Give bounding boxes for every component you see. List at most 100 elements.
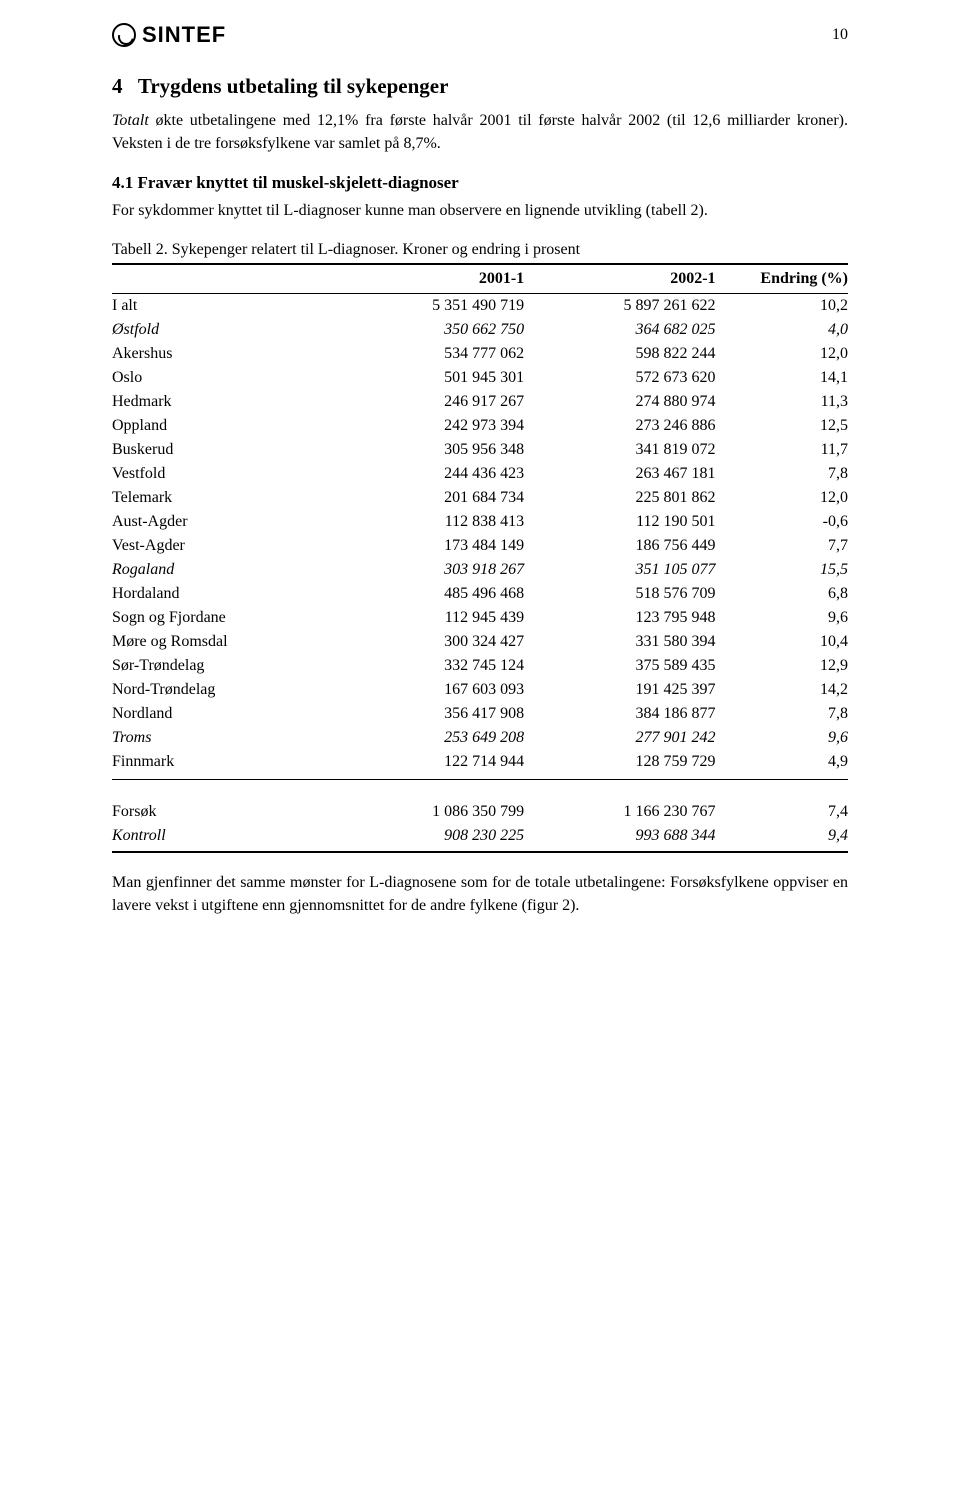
table-header: Endring (%) — [716, 264, 848, 294]
table-cell: 9,4 — [716, 824, 848, 852]
table-cell: 128 759 729 — [524, 750, 715, 780]
subsection-number: 4.1 — [112, 173, 133, 192]
table-cell: 14,2 — [716, 678, 848, 702]
table-cell: -0,6 — [716, 510, 848, 534]
table-cell: 12,5 — [716, 414, 848, 438]
table-cell: 277 901 242 — [524, 726, 715, 750]
table-cell: 4,0 — [716, 318, 848, 342]
table-row: I alt5 351 490 7195 897 261 62210,2 — [112, 293, 848, 318]
table-row: Forsøk1 086 350 7991 166 230 7677,4 — [112, 800, 848, 824]
table-cell: 14,1 — [716, 366, 848, 390]
logo: SINTEF — [112, 22, 226, 48]
table-cell: 242 973 394 — [333, 414, 524, 438]
table-cell: 112 838 413 — [333, 510, 524, 534]
table-row: Telemark201 684 734225 801 86212,0 — [112, 486, 848, 510]
page-header: SINTEF 10 — [112, 22, 848, 48]
table-row: Rogaland303 918 267351 105 07715,5 — [112, 558, 848, 582]
table-cell: 225 801 862 — [524, 486, 715, 510]
table-row: Oslo501 945 301572 673 62014,1 — [112, 366, 848, 390]
table-cell: 908 230 225 — [333, 824, 524, 852]
table-row: Nord-Trøndelag167 603 093191 425 39714,2 — [112, 678, 848, 702]
table-row: Aust-Agder112 838 413112 190 501-0,6 — [112, 510, 848, 534]
table-row: Hedmark246 917 267274 880 97411,3 — [112, 390, 848, 414]
table-header: 2001-1 — [333, 264, 524, 294]
table-cell: 350 662 750 — [333, 318, 524, 342]
table-cell: Nordland — [112, 702, 333, 726]
table-cell: Sogn og Fjordane — [112, 606, 333, 630]
table-cell: 331 580 394 — [524, 630, 715, 654]
table-cell: 341 819 072 — [524, 438, 715, 462]
table-cell: 1 086 350 799 — [333, 800, 524, 824]
table-cell: 534 777 062 — [333, 342, 524, 366]
table-cell: Aust-Agder — [112, 510, 333, 534]
table-cell: 501 945 301 — [333, 366, 524, 390]
table-cell: 5 351 490 719 — [333, 293, 524, 318]
table-row: Kontroll908 230 225993 688 3449,4 — [112, 824, 848, 852]
table-cell: Rogaland — [112, 558, 333, 582]
table-cell: 9,6 — [716, 606, 848, 630]
logo-icon — [112, 23, 136, 47]
table-cell: Oslo — [112, 366, 333, 390]
subsection-paragraph: For sykdommer knyttet til L-diagnoser ku… — [112, 199, 848, 222]
table-cell: 384 186 877 — [524, 702, 715, 726]
table-cell: 7,8 — [716, 702, 848, 726]
table-cell: Kontroll — [112, 824, 333, 852]
table-cell: Forsøk — [112, 800, 333, 824]
table-cell: Nord-Trøndelag — [112, 678, 333, 702]
table-row: Vestfold244 436 423263 467 1817,8 — [112, 462, 848, 486]
table-cell: 518 576 709 — [524, 582, 715, 606]
table-cell: 4,9 — [716, 750, 848, 780]
table-row: Nordland356 417 908384 186 8777,8 — [112, 702, 848, 726]
table-cell: I alt — [112, 293, 333, 318]
table-cell: 112 190 501 — [524, 510, 715, 534]
table-cell: 7,4 — [716, 800, 848, 824]
section-number: 4 — [112, 74, 123, 98]
table-cell: 123 795 948 — [524, 606, 715, 630]
table-cell: Oppland — [112, 414, 333, 438]
data-table: 2001-1 2002-1 Endring (%) I alt5 351 490… — [112, 263, 848, 853]
table-cell: Buskerud — [112, 438, 333, 462]
table-cell: 572 673 620 — [524, 366, 715, 390]
table-row: Finnmark122 714 944128 759 7294,9 — [112, 750, 848, 780]
table-cell: Vest-Agder — [112, 534, 333, 558]
subsection-title-text: Fravær knyttet til muskel-skjelett-diagn… — [138, 173, 459, 192]
table-cell: 10,4 — [716, 630, 848, 654]
table-cell: 7,8 — [716, 462, 848, 486]
table-row: Hordaland485 496 468518 576 7096,8 — [112, 582, 848, 606]
table-cell: Hordaland — [112, 582, 333, 606]
table-cell: 364 682 025 — [524, 318, 715, 342]
logo-text: SINTEF — [142, 22, 226, 48]
page: SINTEF 10 4 Trygdens utbetaling til syke… — [0, 0, 960, 1490]
table-row: Vest-Agder173 484 149186 756 4497,7 — [112, 534, 848, 558]
table-cell: 5 897 261 622 — [524, 293, 715, 318]
table-cell: 10,2 — [716, 293, 848, 318]
table-cell: 253 649 208 — [333, 726, 524, 750]
table-cell: 993 688 344 — [524, 824, 715, 852]
table-cell: 300 324 427 — [333, 630, 524, 654]
table-cell: 12,0 — [716, 342, 848, 366]
table-header-row: 2001-1 2002-1 Endring (%) — [112, 264, 848, 294]
table-cell: 485 496 468 — [333, 582, 524, 606]
table-cell: 15,5 — [716, 558, 848, 582]
table-cell: 305 956 348 — [333, 438, 524, 462]
table-cell: Møre og Romsdal — [112, 630, 333, 654]
table-header: 2002-1 — [524, 264, 715, 294]
table-cell: 263 467 181 — [524, 462, 715, 486]
subsection-title: 4.1 Fravær knyttet til muskel-skjelett-d… — [112, 173, 848, 193]
table-row: Sør-Trøndelag332 745 124375 589 43512,9 — [112, 654, 848, 678]
table-row: Buskerud305 956 348341 819 07211,7 — [112, 438, 848, 462]
table-cell: 12,9 — [716, 654, 848, 678]
page-number: 10 — [832, 26, 848, 44]
section-title-text: Trygdens utbetaling til sykepenger — [138, 74, 449, 98]
intro-lead: Totalt — [112, 112, 149, 129]
table-cell: 12,0 — [716, 486, 848, 510]
table-cell: 7,7 — [716, 534, 848, 558]
table-row: Oppland242 973 394273 246 88612,5 — [112, 414, 848, 438]
table-cell: 332 745 124 — [333, 654, 524, 678]
table-cell: 273 246 886 — [524, 414, 715, 438]
table-cell: 173 484 149 — [333, 534, 524, 558]
table-cell: 9,6 — [716, 726, 848, 750]
table-cell: Telemark — [112, 486, 333, 510]
table-cell: 351 105 077 — [524, 558, 715, 582]
closing-paragraph: Man gjenfinner det samme mønster for L-d… — [112, 871, 848, 917]
